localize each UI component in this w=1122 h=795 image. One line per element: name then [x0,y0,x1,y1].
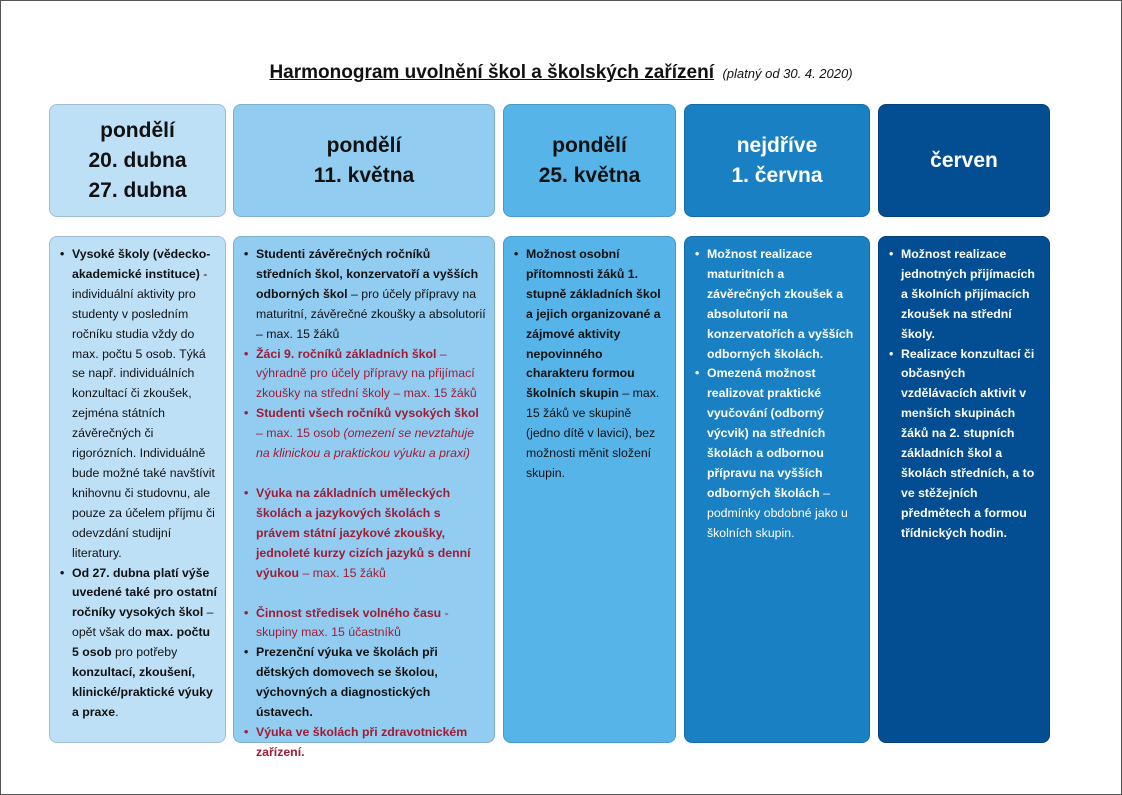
text-run: Realizace konzultací či občasných vzdělá… [901,346,1035,540]
list-item: Od 27. dubna platí výše uvedené také pro… [60,564,217,723]
text-run: – max. 15 osob [256,426,344,441]
list-item: Studenti závěrečných ročníků středních š… [244,245,486,345]
column-body-4: Možnost realizace maturitních a závěrečn… [684,236,870,743]
text-run: Činnost středisek volného času [256,605,442,620]
header-line: červen [930,148,998,172]
bullet-list: Možnost realizace jednotných přijímacích… [887,245,1041,544]
bullet-list: Vysoké školy (vědecko-akademické institu… [58,245,217,723]
list-item: Možnost realizace maturitních a závěrečn… [695,245,861,364]
list-item: Výuka na základních uměleckých školách a… [244,484,486,584]
column-body-5: Možnost realizace jednotných přijímacích… [878,236,1050,743]
text-run: Možnost realizace jednotných přijímacích… [901,247,1035,341]
header-line: 20. dubna [88,148,187,172]
text-run: Vysoké školy (vědecko-akademické institu… [72,247,211,281]
list-item: Realizace konzultací či občasných vzdělá… [889,345,1041,544]
list-item: Omezená možnost realizovat praktické vyu… [695,364,861,543]
text-run: – opět však do [72,605,214,640]
column-header-5: červen [878,104,1050,217]
text-run: max. počtu 5 osob [72,625,211,660]
column-header-1: pondělí 20. dubna 27. dubna [49,104,226,217]
text-run: – max. 15 žáků ve skupině (jedno dítě v … [526,386,660,480]
text-run: - skupiny max. 15 účastníků [256,605,449,640]
text-run: – podmínky obdobné jako u školních skupi… [707,485,848,540]
column-body-2: Studenti závěrečných ročníků středních š… [233,236,495,759]
header-line: pondělí [326,133,402,157]
column-body-3: Možnost osobní přítomnosti žáků 1. stupn… [503,236,676,743]
bullet-list: Možnost osobní přítomnosti žáků 1. stupn… [512,245,667,484]
header-line: 27. dubna [88,178,187,202]
text-run: Studenti závěrečných ročníků středních š… [256,247,479,301]
list-item: Žáci 9. ročníků základních škol – výhrad… [244,345,486,405]
text-run: pro potřeby [111,645,178,660]
text-run: (omezení se nevztahuje na klinickou a pr… [256,426,475,461]
text-run: konzultací, zkoušení, klinické/praktické… [72,665,213,719]
list-item: Prezenční výuka ve školách při dětských … [244,643,486,723]
list-item: Možnost realizace jednotných přijímacích… [889,245,1041,345]
text-run: Omezená možnost realizovat praktické vyu… [707,366,826,500]
text-run: – pro účely přípravy na maturitní, závěr… [256,286,486,341]
list-item: Činnost středisek volného času - skupiny… [244,604,486,644]
list-item: Studenti všech ročníků vysokých škol – m… [244,404,486,464]
column-body-1: Vysoké školy (vědecko-akademické institu… [49,236,226,743]
column-header-4: nejdříve 1. června [684,104,870,217]
document-title: Harmonogram uvolnění škol a školských za… [0,62,1122,84]
list-item: Vysoké školy (vědecko-akademické institu… [60,245,217,564]
title-validity: (platný od 30. 4. 2020) [722,66,853,81]
text-run: Možnost realizace maturitních a závěrečn… [707,247,854,361]
text-run: Výuka ve školách při zdravotnickém zaříz… [256,724,468,759]
header-line: pondělí [100,118,175,142]
text-run: Prezenční výuka ve školách při dětských … [256,645,438,720]
text-run: - individuální aktivity pro studenty v p… [72,266,215,560]
text-run: – max. 15 žáků [299,565,386,580]
header-line: 11. května [313,163,415,187]
text-run: . [115,704,119,719]
column-header-2: pondělí 11. května [233,104,495,217]
list-item: Výuka ve školách při zdravotnickém zaříz… [244,723,486,763]
header-line: pondělí [552,133,627,157]
text-run: Žáci 9. ročníků základních škol [256,346,437,361]
text-run: Od 27. dubna platí výše uvedené také pro… [72,565,217,620]
title-main: Harmonogram uvolnění škol a školských za… [269,62,714,83]
text-run: Možnost osobní přítomnosti žáků 1. stupn… [526,247,661,401]
list-item: Možnost osobní přítomnosti žáků 1. stupn… [514,245,667,484]
bullet-list: Studenti závěrečných ročníků středních š… [242,245,486,763]
column-header-3: pondělí 25. května [503,104,676,217]
bullet-list: Možnost realizace maturitních a závěrečn… [693,245,861,544]
text-run: Studenti všech ročníků vysokých škol [256,406,479,421]
header-line: 25. května [538,163,641,187]
text-run: Výuka na základních uměleckých školách a… [256,485,471,580]
header-line: 1. června [731,163,823,187]
header-line: nejdříve [736,133,818,157]
text-run: – výhradně pro účely přípravy na přijíma… [256,346,477,401]
